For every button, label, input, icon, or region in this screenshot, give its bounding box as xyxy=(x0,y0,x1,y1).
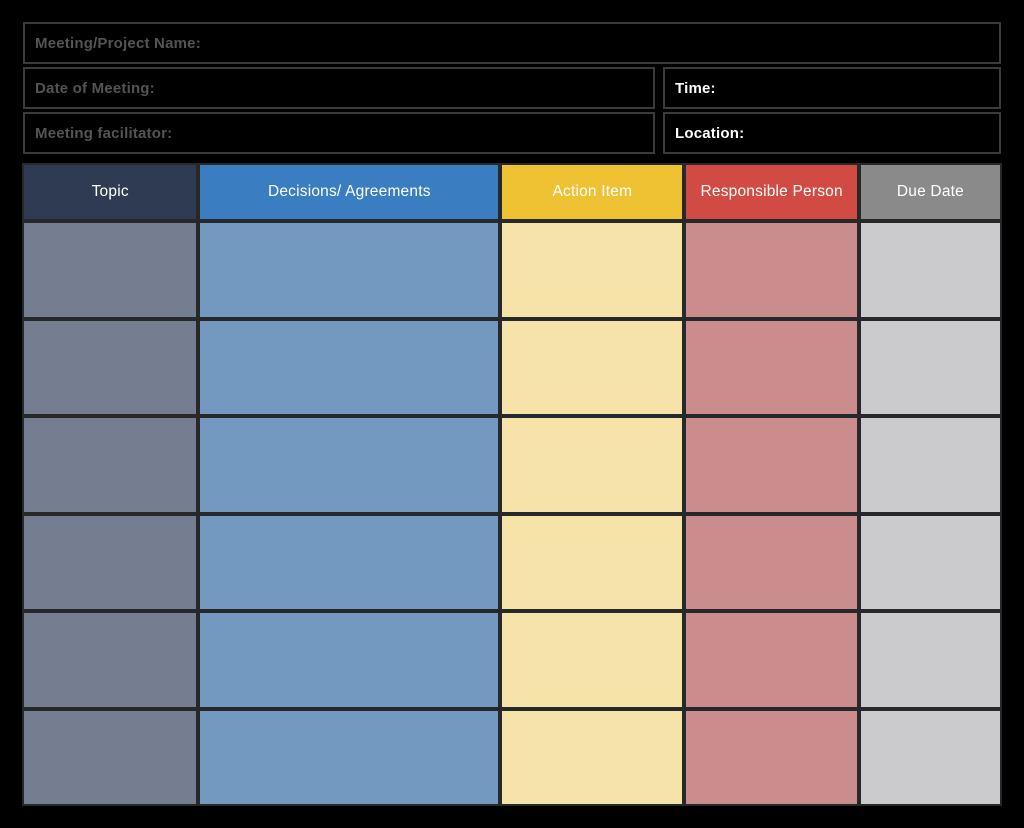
cell-topic-row-5[interactable] xyxy=(24,613,197,707)
cell-topic-row-6[interactable] xyxy=(24,710,197,804)
cell-action-item-row-1[interactable] xyxy=(502,223,683,317)
cell-due-date-row-4[interactable] xyxy=(860,515,1000,609)
cell-responsible-person-row-2[interactable] xyxy=(686,320,857,414)
cell-topic-row-1[interactable] xyxy=(24,223,197,317)
cell-responsible-person-row-4[interactable] xyxy=(686,515,857,609)
cell-decisions-agreements-row-1[interactable] xyxy=(200,223,499,317)
meeting-name-field[interactable]: Meeting/Project Name: xyxy=(23,22,1001,64)
date-of-meeting-field[interactable]: Date of Meeting: xyxy=(23,67,655,109)
date-of-meeting-label: Date of Meeting: xyxy=(35,79,155,97)
cell-topic-row-2[interactable] xyxy=(24,320,197,414)
time-label: Time: xyxy=(675,79,716,97)
cell-responsible-person-row-6[interactable] xyxy=(686,710,857,804)
cell-due-date-row-6[interactable] xyxy=(860,710,1000,804)
cell-due-date-row-5[interactable] xyxy=(860,613,1000,707)
date-time-row: Date of Meeting: Time: xyxy=(23,67,1001,109)
cell-responsible-person-row-3[interactable] xyxy=(686,418,857,512)
meeting-name-row: Meeting/Project Name: xyxy=(23,22,1001,64)
cell-action-item-row-6[interactable] xyxy=(502,710,683,804)
cell-action-item-row-3[interactable] xyxy=(502,418,683,512)
cell-due-date-row-2[interactable] xyxy=(860,320,1000,414)
cell-topic-row-3[interactable] xyxy=(24,418,197,512)
cell-due-date-row-1[interactable] xyxy=(860,223,1000,317)
facilitator-field[interactable]: Meeting facilitator: xyxy=(23,112,655,154)
location-label: Location: xyxy=(675,124,745,142)
facilitator-location-row: Meeting facilitator: Location: xyxy=(23,112,1001,154)
cell-topic-row-4[interactable] xyxy=(24,515,197,609)
meeting-table: Topic Decisions/ Agreements Action Item Res… xyxy=(22,163,1002,806)
cell-decisions-agreements-row-2[interactable] xyxy=(200,320,499,414)
cell-responsible-person-row-5[interactable] xyxy=(686,613,857,707)
meeting-info-section: Meeting/Project Name: Date of Meeting: T… xyxy=(23,22,1001,157)
column-header-due-date: Due Date xyxy=(860,165,1000,219)
time-field[interactable]: Time: xyxy=(663,67,1001,109)
cell-decisions-agreements-row-5[interactable] xyxy=(200,613,499,707)
location-field[interactable]: Location: xyxy=(663,112,1001,154)
cell-action-item-row-4[interactable] xyxy=(502,515,683,609)
cell-action-item-row-5[interactable] xyxy=(502,613,683,707)
column-header-decisions-agreements: Decisions/ Agreements xyxy=(200,165,499,219)
cell-action-item-row-2[interactable] xyxy=(502,320,683,414)
meeting-name-label: Meeting/Project Name: xyxy=(35,34,201,52)
cell-responsible-person-row-1[interactable] xyxy=(686,223,857,317)
cell-decisions-agreements-row-6[interactable] xyxy=(200,710,499,804)
cell-decisions-agreements-row-3[interactable] xyxy=(200,418,499,512)
column-header-action-item: Action Item xyxy=(502,165,683,219)
column-header-responsible-person: Responsible Person xyxy=(686,165,857,219)
cell-decisions-agreements-row-4[interactable] xyxy=(200,515,499,609)
cell-due-date-row-3[interactable] xyxy=(860,418,1000,512)
column-header-topic: Topic xyxy=(24,165,197,219)
facilitator-label: Meeting facilitator: xyxy=(35,124,173,142)
